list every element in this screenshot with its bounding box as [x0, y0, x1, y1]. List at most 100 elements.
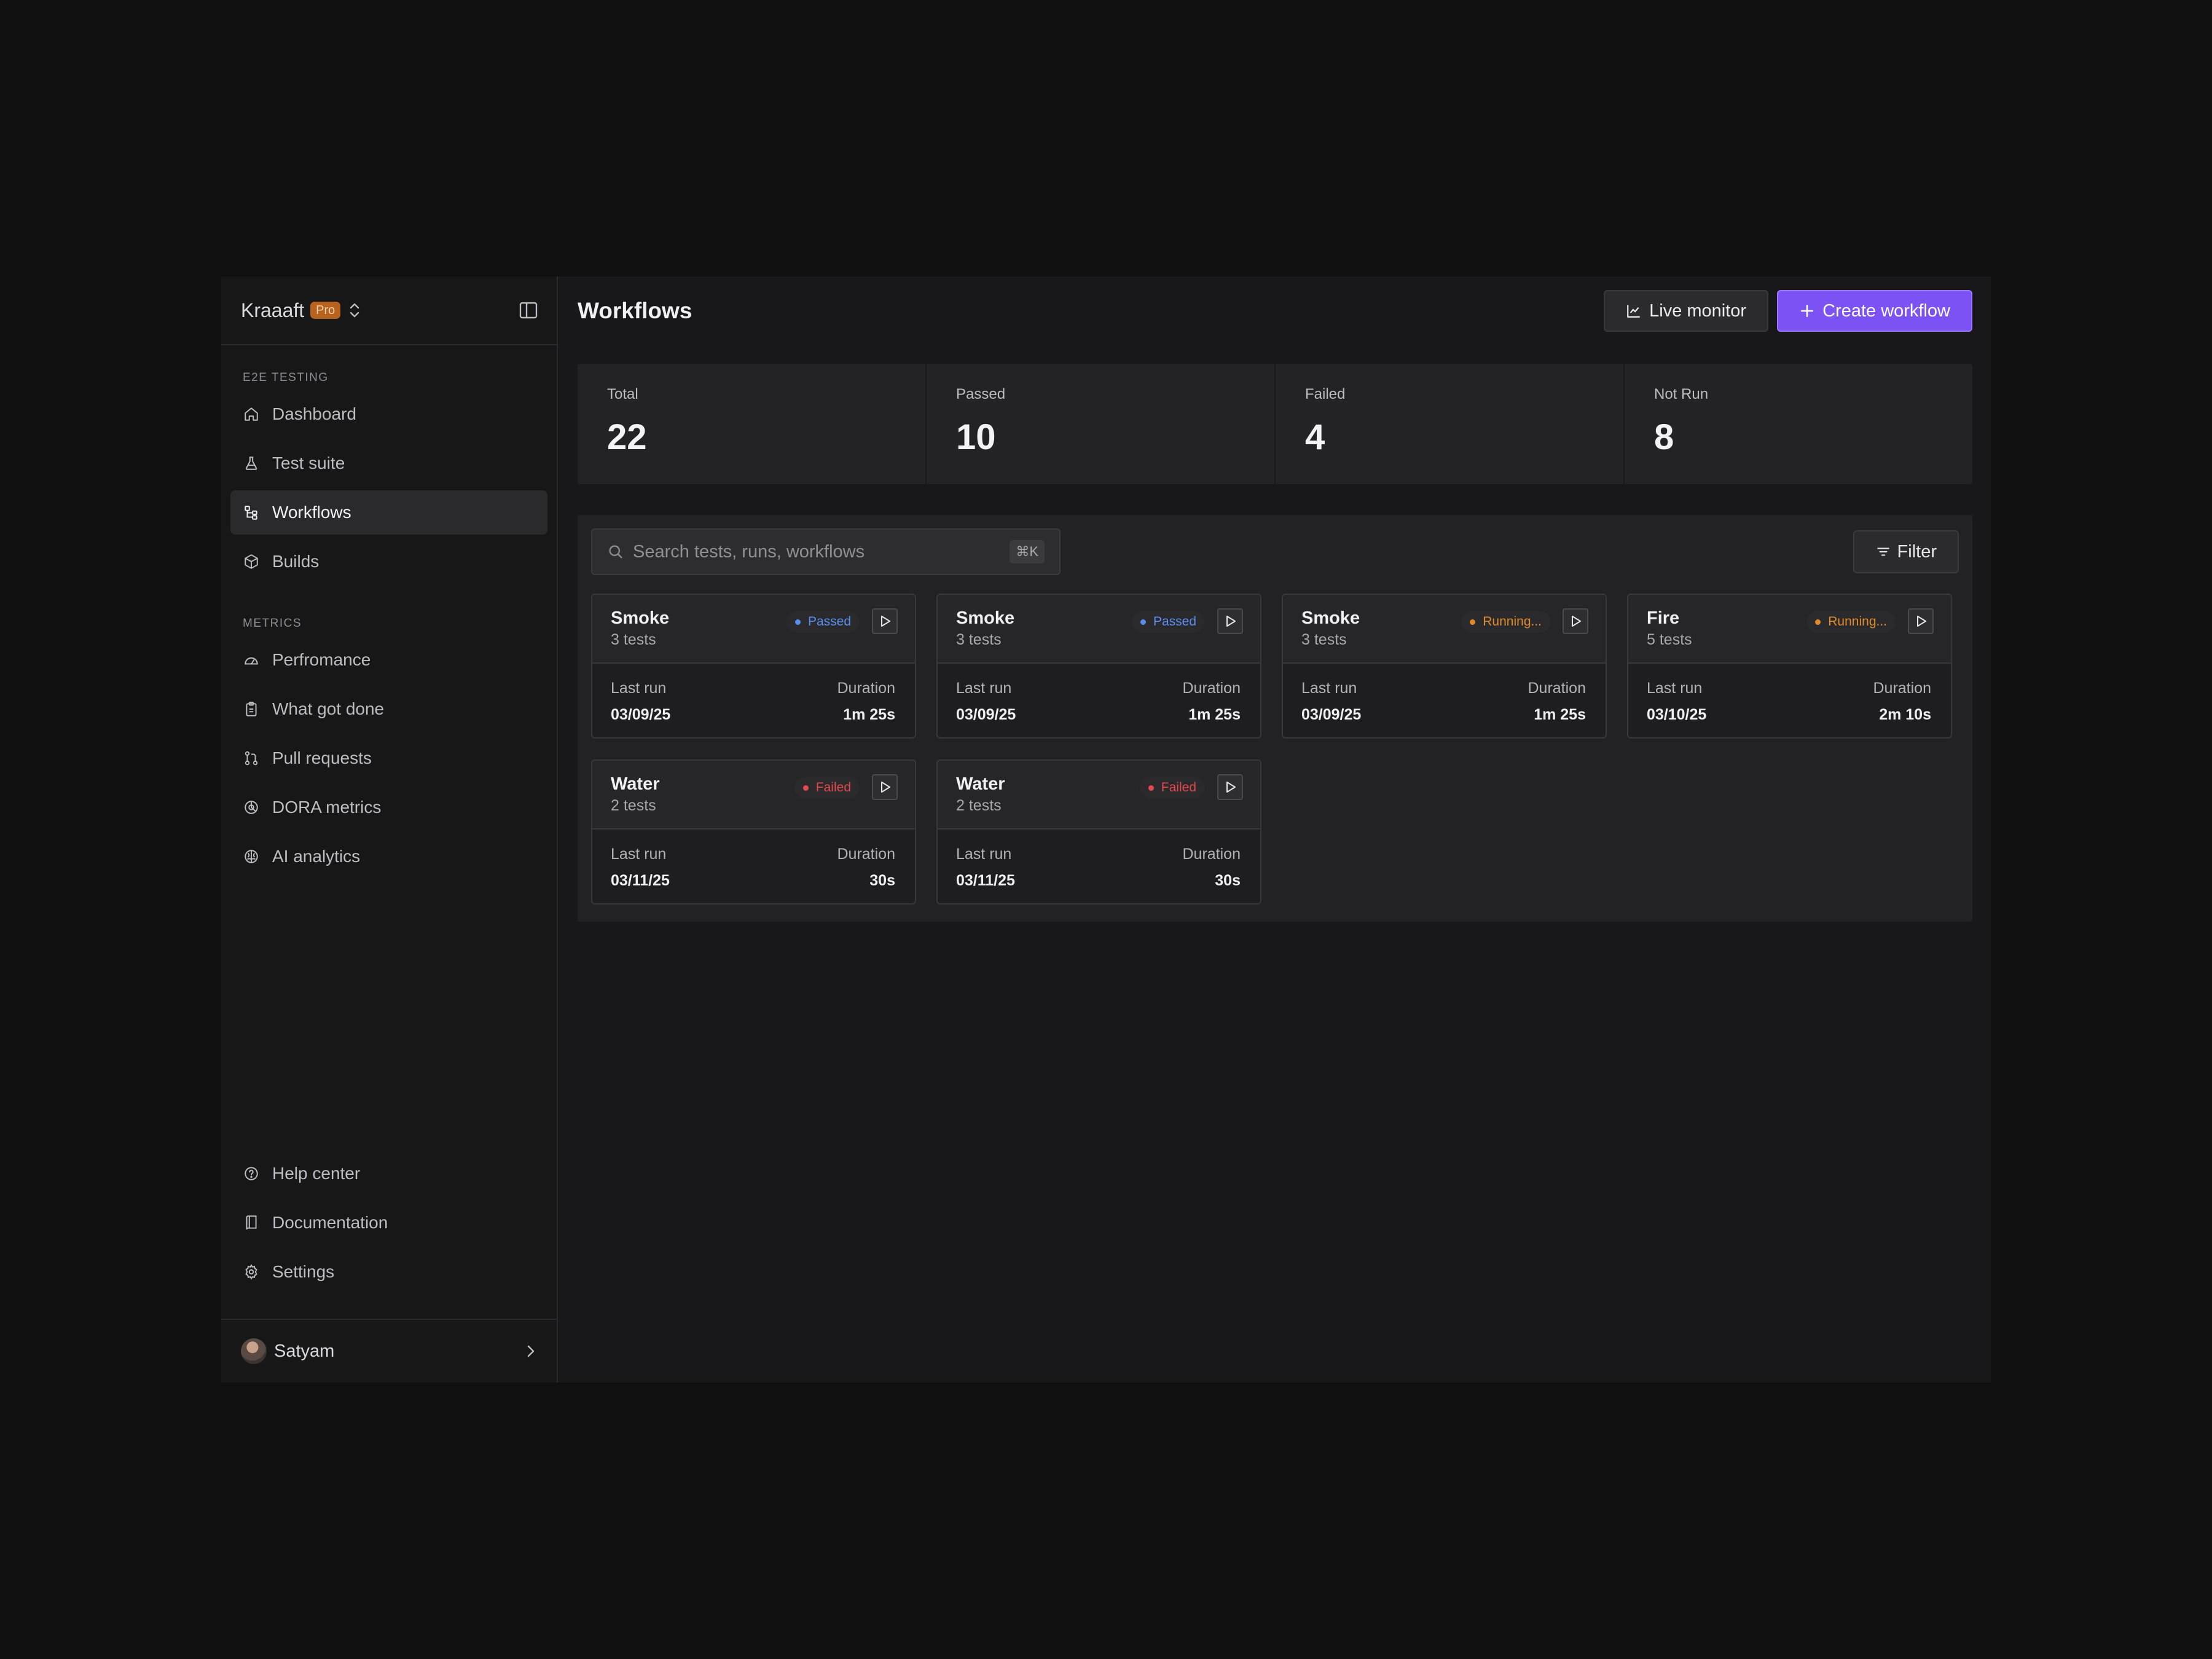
last-run-group: Last run 03/09/25	[956, 680, 1016, 724]
user-menu[interactable]: Satyam	[221, 1319, 557, 1382]
workflow-card[interactable]: Water 2 tests Failed Last run 03/11/25 D…	[591, 759, 916, 904]
duration-group: Duration 1m 25s	[1183, 680, 1241, 724]
stat-value: 10	[956, 417, 996, 457]
workflow-card-header: Smoke 3 tests Running...	[1283, 595, 1606, 664]
sidebar-item-label: Settings	[272, 1262, 335, 1281]
workflow-test-count: 3 tests	[1301, 631, 1347, 648]
box-icon	[243, 553, 260, 570]
workflow-card[interactable]: Smoke 3 tests Passed Last run 03/09/25 D…	[936, 594, 1261, 739]
workspace-name[interactable]: Kraaaft	[241, 299, 305, 321]
status-label: Running...	[1483, 614, 1542, 629]
nav-group-e2e: Dashboard Test suite Workflows Builds	[221, 392, 557, 589]
main-content: Workflows Live monitor Create workflow T…	[558, 276, 1991, 1382]
home-icon	[243, 406, 260, 423]
workflow-card-titles: Smoke 3 tests	[956, 608, 1014, 649]
workflow-card[interactable]: Smoke 3 tests Passed Last run 03/09/25 D…	[591, 594, 916, 739]
stat-value: 4	[1305, 417, 1325, 457]
workflow-name: Smoke	[611, 608, 670, 628]
chevrons-up-down-icon[interactable]	[348, 302, 361, 318]
header-actions: Live monitor Create workflow	[1604, 290, 1972, 332]
avatar	[241, 1338, 267, 1364]
play-icon	[881, 782, 890, 793]
last-run-value: 03/09/25	[956, 706, 1016, 723]
status-badge: Failed	[1139, 777, 1205, 799]
run-workflow-button[interactable]	[1217, 774, 1243, 800]
status-dot-icon	[802, 785, 809, 791]
duration-group: Duration 1m 25s	[1528, 680, 1586, 724]
last-run-value: 03/10/25	[1647, 706, 1707, 723]
status-dot-icon	[1148, 785, 1154, 791]
workflow-name: Water	[956, 774, 1005, 794]
last-run-label: Last run	[1647, 680, 1703, 697]
sidebar-item-workflows[interactable]: Workflows	[230, 490, 547, 535]
help-circle-icon	[243, 1165, 260, 1182]
workflow-name: Smoke	[956, 608, 1015, 628]
workflow-test-count: 3 tests	[611, 631, 656, 648]
filter-button[interactable]: Filter	[1853, 530, 1959, 573]
sidebar-item-builds[interactable]: Builds	[230, 539, 547, 584]
status-dot-icon	[794, 619, 801, 625]
filter-label: Filter	[1897, 541, 1937, 562]
search-box[interactable]: ⌘K	[591, 528, 1061, 575]
sidebar-item-dashboard[interactable]: Dashboard	[230, 392, 547, 436]
status-label: Failed	[1161, 780, 1196, 794]
play-icon	[1572, 616, 1581, 627]
sidebar-item-documentation[interactable]: Documentation	[230, 1201, 547, 1245]
run-workflow-button[interactable]	[1563, 608, 1588, 634]
live-monitor-button[interactable]: Live monitor	[1604, 290, 1769, 332]
sidebar-item-test-suite[interactable]: Test suite	[230, 441, 547, 485]
workflow-card-titles: Smoke 3 tests	[611, 608, 669, 649]
stat-passed: Passed 10	[927, 364, 1276, 484]
sidebar-item-what-got-done[interactable]: What got done	[230, 687, 547, 731]
stat-label: Passed	[956, 386, 1006, 402]
sidebar-item-label: Workflows	[272, 503, 351, 522]
workflows-toolbar: ⌘K Filter	[591, 528, 1959, 575]
run-workflow-button[interactable]	[872, 774, 898, 800]
sidebar-item-help-center[interactable]: Help center	[230, 1151, 547, 1196]
sidebar-item-performance[interactable]: Perfromance	[230, 638, 547, 682]
sidebar-item-label: DORA metrics	[272, 798, 382, 817]
workflow-card-titles: Water 2 tests	[611, 774, 660, 815]
duration-group: Duration 30s	[837, 845, 896, 890]
play-icon	[1226, 616, 1236, 627]
search-icon	[609, 545, 622, 559]
plus-icon	[1801, 305, 1814, 317]
sidebar-item-settings[interactable]: Settings	[230, 1250, 547, 1294]
workflow-test-count: 5 tests	[1647, 631, 1692, 648]
sidebar-item-label: What got done	[272, 699, 385, 718]
workflow-card[interactable]: Fire 5 tests Running... Last run 03/10/2…	[1627, 594, 1952, 739]
sidebar-item-dora-metrics[interactable]: DORA metrics	[230, 785, 547, 830]
duration-label: Duration	[837, 680, 896, 697]
workflow-card-header: Smoke 3 tests Passed	[592, 595, 915, 664]
duration-label: Duration	[1182, 680, 1241, 697]
workflow-card-header: Water 2 tests Failed	[938, 761, 1260, 830]
duration-label: Duration	[1873, 680, 1932, 697]
search-input[interactable]	[633, 541, 1010, 562]
run-workflow-button[interactable]	[872, 608, 898, 634]
sidebar-item-pull-requests[interactable]: Pull requests	[230, 736, 547, 780]
last-run-group: Last run 03/10/25	[1647, 680, 1706, 724]
workflow-card-titles: Fire 5 tests	[1647, 608, 1692, 649]
run-workflow-button[interactable]	[1908, 608, 1934, 634]
gear-icon	[243, 1263, 260, 1281]
duration-group: Duration 1m 25s	[837, 680, 896, 724]
status-dot-icon	[1140, 619, 1146, 625]
duration-group: Duration 2m 10s	[1873, 680, 1932, 724]
status-badge: Failed	[794, 777, 860, 799]
workflows-panel: ⌘K Filter Smoke 3 tests Passed	[578, 515, 1972, 922]
status-badge: Running...	[1461, 611, 1550, 633]
create-workflow-button[interactable]: Create workflow	[1777, 290, 1972, 332]
workflow-name: Smoke	[1301, 608, 1360, 628]
workflow-test-count: 2 tests	[956, 797, 1002, 814]
workflow-card-body: Last run 03/10/25 Duration 2m 10s	[1628, 664, 1951, 724]
workflow-card-body: Last run 03/09/25 Duration 1m 25s	[1283, 664, 1606, 724]
run-workflow-button[interactable]	[1217, 608, 1243, 634]
book-icon	[243, 1214, 260, 1231]
workflow-card[interactable]: Water 2 tests Failed Last run 03/11/25 D…	[936, 759, 1261, 904]
workflow-card[interactable]: Smoke 3 tests Running... Last run 03/09/…	[1282, 594, 1607, 739]
sidebar-item-ai-analytics[interactable]: AI analytics	[230, 834, 547, 879]
sidebar-item-label: AI analytics	[272, 847, 361, 866]
last-run-value: 03/09/25	[611, 706, 671, 723]
stats-summary: Total 22 Passed 10 Failed 4 Not Run 8	[578, 364, 1972, 484]
sidebar-toggle-icon[interactable]	[519, 300, 538, 320]
